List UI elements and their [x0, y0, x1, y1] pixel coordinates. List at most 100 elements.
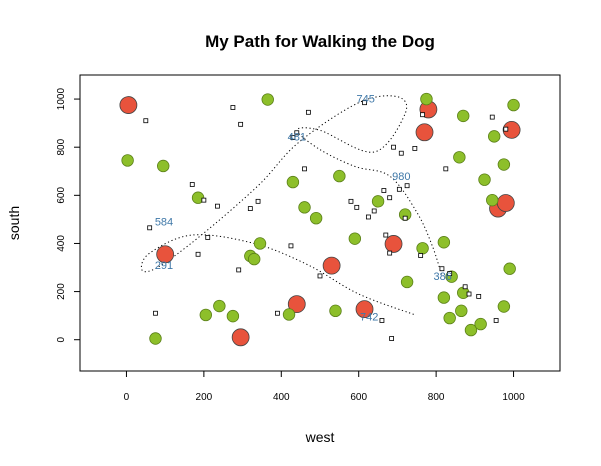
- y-axis-label: south: [6, 206, 22, 240]
- square-point: [493, 318, 499, 323]
- path-label: 386: [434, 271, 452, 283]
- green-point: [497, 158, 511, 171]
- y-axis: 0 200 400 600 800 1000: [56, 88, 81, 342]
- walk-path: [140, 95, 443, 315]
- green-point: [226, 309, 240, 323]
- square-point: [383, 232, 389, 238]
- green-point: [478, 173, 491, 186]
- square-point: [255, 198, 261, 204]
- green-point: [157, 159, 170, 173]
- green-point: [261, 93, 274, 106]
- green-point: [121, 154, 134, 167]
- green-point: [437, 291, 451, 304]
- path-labels: 742 291 584 481 745 980 386: [155, 94, 452, 324]
- green-point: [199, 308, 213, 322]
- path-label: 481: [288, 131, 306, 143]
- walk-path-line: [140, 95, 443, 315]
- square-point: [387, 250, 393, 256]
- green-point: [437, 236, 451, 249]
- square-point: [354, 204, 360, 210]
- green-point: [455, 304, 468, 318]
- y-tick-label: 0: [56, 336, 67, 342]
- green-point: [507, 98, 520, 112]
- red-point: [156, 245, 175, 264]
- square-point: [476, 293, 482, 299]
- square-point: [302, 166, 307, 172]
- square-point: [153, 310, 158, 316]
- square-point: [195, 251, 201, 257]
- green-point: [298, 201, 311, 214]
- square-point: [215, 203, 220, 209]
- square-point: [147, 225, 153, 231]
- red-point: [287, 295, 306, 313]
- path-label: 584: [155, 216, 173, 228]
- small-square-series: [143, 100, 509, 341]
- green-point: [486, 193, 499, 207]
- green-point: [474, 317, 487, 331]
- green-point: [371, 195, 385, 208]
- square-point: [404, 183, 410, 189]
- green-point: [286, 175, 300, 189]
- x-tick-label: 400: [273, 392, 290, 403]
- green-point: [503, 262, 516, 275]
- square-point: [398, 150, 404, 156]
- square-point: [391, 144, 396, 150]
- square-point: [402, 215, 408, 221]
- square-point: [439, 266, 445, 272]
- red-point: [231, 328, 250, 347]
- square-point: [205, 235, 211, 240]
- path-label: 745: [356, 94, 374, 106]
- square-point: [362, 100, 367, 106]
- square-point: [294, 130, 300, 136]
- square-point: [489, 114, 495, 120]
- green-point: [191, 191, 205, 204]
- y-tick-label: 200: [56, 283, 67, 300]
- square-point: [236, 267, 242, 273]
- square-point: [443, 166, 449, 172]
- green-point: [149, 332, 162, 345]
- square-point: [143, 118, 149, 124]
- y-tick-label: 1000: [56, 88, 67, 111]
- square-point: [447, 271, 453, 276]
- square-point: [189, 182, 195, 187]
- chart-title: My Path for Walking the Dog: [205, 32, 435, 51]
- red-point: [322, 256, 341, 275]
- path-label: 742: [360, 311, 378, 323]
- red-point: [415, 123, 434, 142]
- square-point: [371, 208, 377, 214]
- green-point: [443, 311, 456, 325]
- green-point: [464, 323, 478, 337]
- square-point: [365, 214, 371, 220]
- path-label: 291: [155, 260, 173, 272]
- square-point: [238, 121, 244, 127]
- square-point: [462, 284, 468, 290]
- green-point: [213, 299, 226, 313]
- green-point: [420, 92, 433, 106]
- square-point: [247, 206, 253, 211]
- green-point: [453, 151, 466, 164]
- x-axis: 0 200 400 600 800 1000: [124, 370, 525, 403]
- x-tick-label: 1000: [502, 392, 525, 403]
- square-point: [305, 109, 311, 115]
- square-point: [288, 243, 294, 249]
- red-point: [502, 120, 521, 139]
- green-point: [253, 237, 267, 250]
- square-point: [412, 145, 418, 151]
- green-point: [247, 252, 261, 266]
- square-point: [389, 336, 395, 341]
- square-point: [503, 126, 509, 132]
- y-tick-label: 400: [56, 235, 67, 252]
- green-point: [416, 242, 429, 255]
- x-tick-label: 600: [350, 392, 367, 403]
- y-tick-label: 600: [56, 187, 67, 204]
- path-label: 980: [392, 171, 410, 183]
- square-point: [348, 198, 354, 204]
- square-point: [466, 291, 472, 297]
- x-tick-label: 0: [124, 392, 130, 403]
- y-tick-label: 800: [56, 138, 67, 155]
- square-point: [379, 318, 385, 323]
- square-point: [317, 273, 323, 279]
- red-point: [355, 300, 374, 319]
- green-point: [348, 232, 362, 245]
